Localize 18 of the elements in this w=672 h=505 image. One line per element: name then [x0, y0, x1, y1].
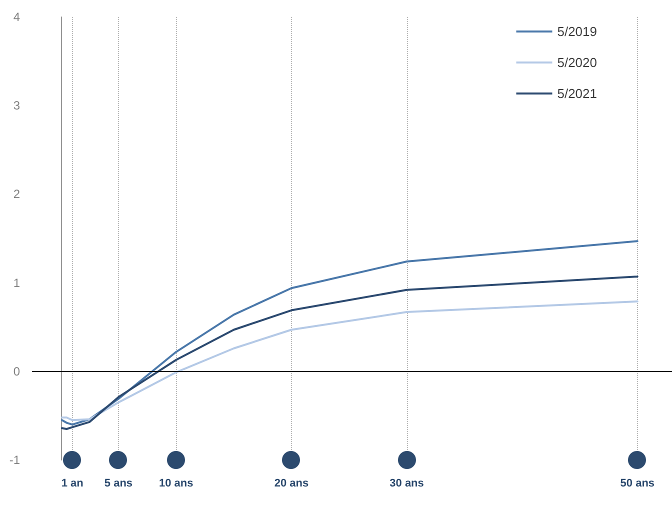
x-tick-label: 10 ans [159, 478, 194, 490]
y-tick-label: -1 [9, 453, 20, 467]
line-series [60, 300, 638, 422]
legend-label: 5/2020 [557, 55, 598, 70]
x-tick-label: 30 ans [390, 478, 424, 490]
line-series [60, 276, 638, 430]
x-tick-label: 5 ans [104, 478, 133, 490]
y-tick-label: 4 [13, 10, 20, 24]
line-series [60, 240, 638, 426]
x-tick-label: 50 ans [620, 478, 655, 490]
y-tick-label: 3 [13, 98, 20, 113]
y-tick-label: 0 [13, 364, 20, 378]
y-tick-label: 1 [13, 276, 20, 290]
legend-label: 5/2019 [557, 24, 598, 39]
legend-label: 5/2021 [557, 86, 598, 101]
x-tick-label: 20 ans [274, 478, 309, 490]
x-tick-label: 1 an [61, 478, 84, 490]
y-tick-label: 2 [13, 187, 20, 202]
